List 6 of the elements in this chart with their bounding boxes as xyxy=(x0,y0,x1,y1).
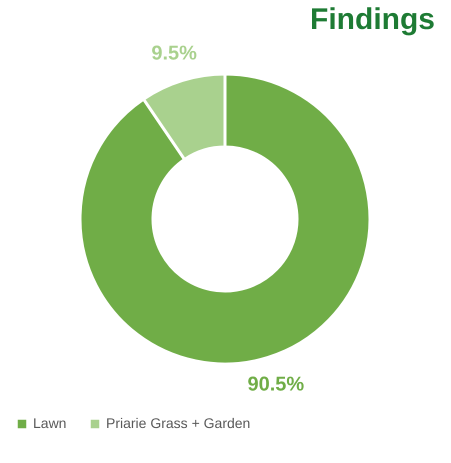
donut-slice xyxy=(78,72,372,366)
legend-label: Priarie Grass + Garden xyxy=(106,415,250,431)
data-label: 9.5% xyxy=(151,42,198,65)
data-label: 90.5% xyxy=(248,373,304,396)
legend-label: Lawn xyxy=(33,415,66,431)
chart-title: Findings xyxy=(310,3,435,36)
